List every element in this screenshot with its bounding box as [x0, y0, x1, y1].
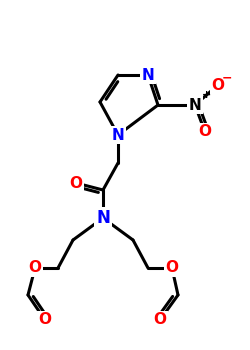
- Text: N: N: [189, 98, 202, 112]
- Text: O: O: [154, 313, 166, 328]
- Text: O: O: [28, 260, 42, 275]
- Text: N: N: [142, 68, 154, 83]
- Text: O: O: [38, 313, 52, 328]
- Text: O: O: [198, 125, 211, 140]
- Text: N: N: [96, 209, 110, 227]
- Text: O: O: [70, 175, 82, 190]
- Text: O: O: [212, 77, 224, 92]
- Text: −: −: [222, 71, 232, 84]
- Text: +: +: [202, 90, 211, 100]
- Text: O: O: [166, 260, 178, 275]
- Text: N: N: [112, 127, 124, 142]
